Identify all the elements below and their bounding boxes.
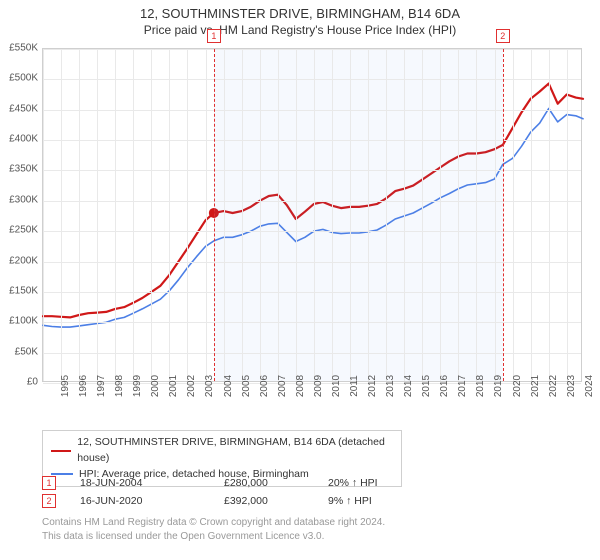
grid-line-vertical — [422, 49, 423, 381]
title-line-2: Price paid vs. HM Land Registry's House … — [0, 23, 600, 39]
legend-item: 12, SOUTHMINSTER DRIVE, BIRMINGHAM, B14 … — [51, 435, 393, 467]
grid-line-vertical — [115, 49, 116, 381]
title-line-1: 12, SOUTHMINSTER DRIVE, BIRMINGHAM, B14 … — [0, 6, 600, 23]
title-block: 12, SOUTHMINSTER DRIVE, BIRMINGHAM, B14 … — [0, 0, 600, 38]
grid-line-vertical — [151, 49, 152, 381]
grid-line-vertical — [43, 49, 44, 381]
x-axis-label: 2024 — [566, 375, 595, 397]
sale-marker-icon: 2 — [42, 494, 56, 508]
reference-line — [214, 49, 215, 381]
grid-line-vertical — [332, 49, 333, 381]
sale-price: £392,000 — [224, 495, 304, 507]
grid-line-horizontal — [43, 170, 581, 171]
y-axis-label: £100K — [0, 316, 38, 327]
grid-line-vertical — [350, 49, 351, 381]
sale-price: £280,000 — [224, 477, 304, 489]
grid-line-horizontal — [43, 353, 581, 354]
grid-line-vertical — [567, 49, 568, 381]
footer: Contains HM Land Registry data © Crown c… — [42, 516, 582, 543]
sales-table: 1 18-JUN-2004 £280,000 20% ↑ HPI 2 16-JU… — [42, 474, 582, 510]
grid-line-horizontal — [43, 49, 581, 50]
y-axis-label: £450K — [0, 103, 38, 114]
grid-line-vertical — [133, 49, 134, 381]
y-axis-label: £350K — [0, 164, 38, 175]
grid-line-vertical — [97, 49, 98, 381]
grid-line-vertical — [242, 49, 243, 381]
grid-line-horizontal — [43, 79, 581, 80]
sale-marker-icon: 1 — [42, 476, 56, 490]
legend-label: 12, SOUTHMINSTER DRIVE, BIRMINGHAM, B14 … — [77, 435, 393, 467]
y-axis-label: £250K — [0, 225, 38, 236]
y-axis-label: £300K — [0, 194, 38, 205]
grid-line-horizontal — [43, 292, 581, 293]
sale-date: 16-JUN-2020 — [80, 495, 200, 507]
grid-line-vertical — [368, 49, 369, 381]
y-axis-label: £150K — [0, 285, 38, 296]
y-axis-label: £400K — [0, 134, 38, 145]
grid-line-vertical — [476, 49, 477, 381]
grid-line-vertical — [260, 49, 261, 381]
grid-line-vertical — [531, 49, 532, 381]
reference-marker-icon: 2 — [496, 29, 510, 43]
grid-line-vertical — [458, 49, 459, 381]
grid-line-vertical — [224, 49, 225, 381]
grid-line-vertical — [440, 49, 441, 381]
grid-line-vertical — [61, 49, 62, 381]
y-axis-label: £200K — [0, 255, 38, 266]
grid-line-vertical — [495, 49, 496, 381]
footer-line: This data is licensed under the Open Gov… — [42, 530, 582, 544]
legend-swatch — [51, 450, 71, 452]
footer-line: Contains HM Land Registry data © Crown c… — [42, 516, 582, 530]
reference-marker-icon: 1 — [207, 29, 221, 43]
grid-line-horizontal — [43, 262, 581, 263]
chart-area: 12 — [42, 48, 582, 382]
sales-row: 2 16-JUN-2020 £392,000 9% ↑ HPI — [42, 492, 582, 510]
sale-delta: 20% ↑ HPI — [328, 477, 408, 489]
grid-line-vertical — [513, 49, 514, 381]
grid-line-vertical — [206, 49, 207, 381]
grid-line-horizontal — [43, 231, 581, 232]
y-axis-label: £500K — [0, 73, 38, 84]
grid-line-vertical — [169, 49, 170, 381]
grid-line-vertical — [314, 49, 315, 381]
grid-line-vertical — [79, 49, 80, 381]
grid-line-horizontal — [43, 140, 581, 141]
figure-root: 12, SOUTHMINSTER DRIVE, BIRMINGHAM, B14 … — [0, 0, 600, 560]
sale-date: 18-JUN-2004 — [80, 477, 200, 489]
grid-line-vertical — [404, 49, 405, 381]
sale-delta: 9% ↑ HPI — [328, 495, 408, 507]
sales-row: 1 18-JUN-2004 £280,000 20% ↑ HPI — [42, 474, 582, 492]
grid-line-horizontal — [43, 322, 581, 323]
y-axis-label: £0 — [0, 377, 38, 388]
y-axis-label: £550K — [0, 43, 38, 54]
grid-line-vertical — [386, 49, 387, 381]
grid-line-horizontal — [43, 110, 581, 111]
grid-line-vertical — [278, 49, 279, 381]
grid-line-vertical — [549, 49, 550, 381]
grid-line-vertical — [296, 49, 297, 381]
shaded-region — [214, 49, 503, 381]
grid-line-vertical — [187, 49, 188, 381]
y-axis-label: £50K — [0, 346, 38, 357]
grid-line-horizontal — [43, 201, 581, 202]
reference-line — [503, 49, 504, 381]
